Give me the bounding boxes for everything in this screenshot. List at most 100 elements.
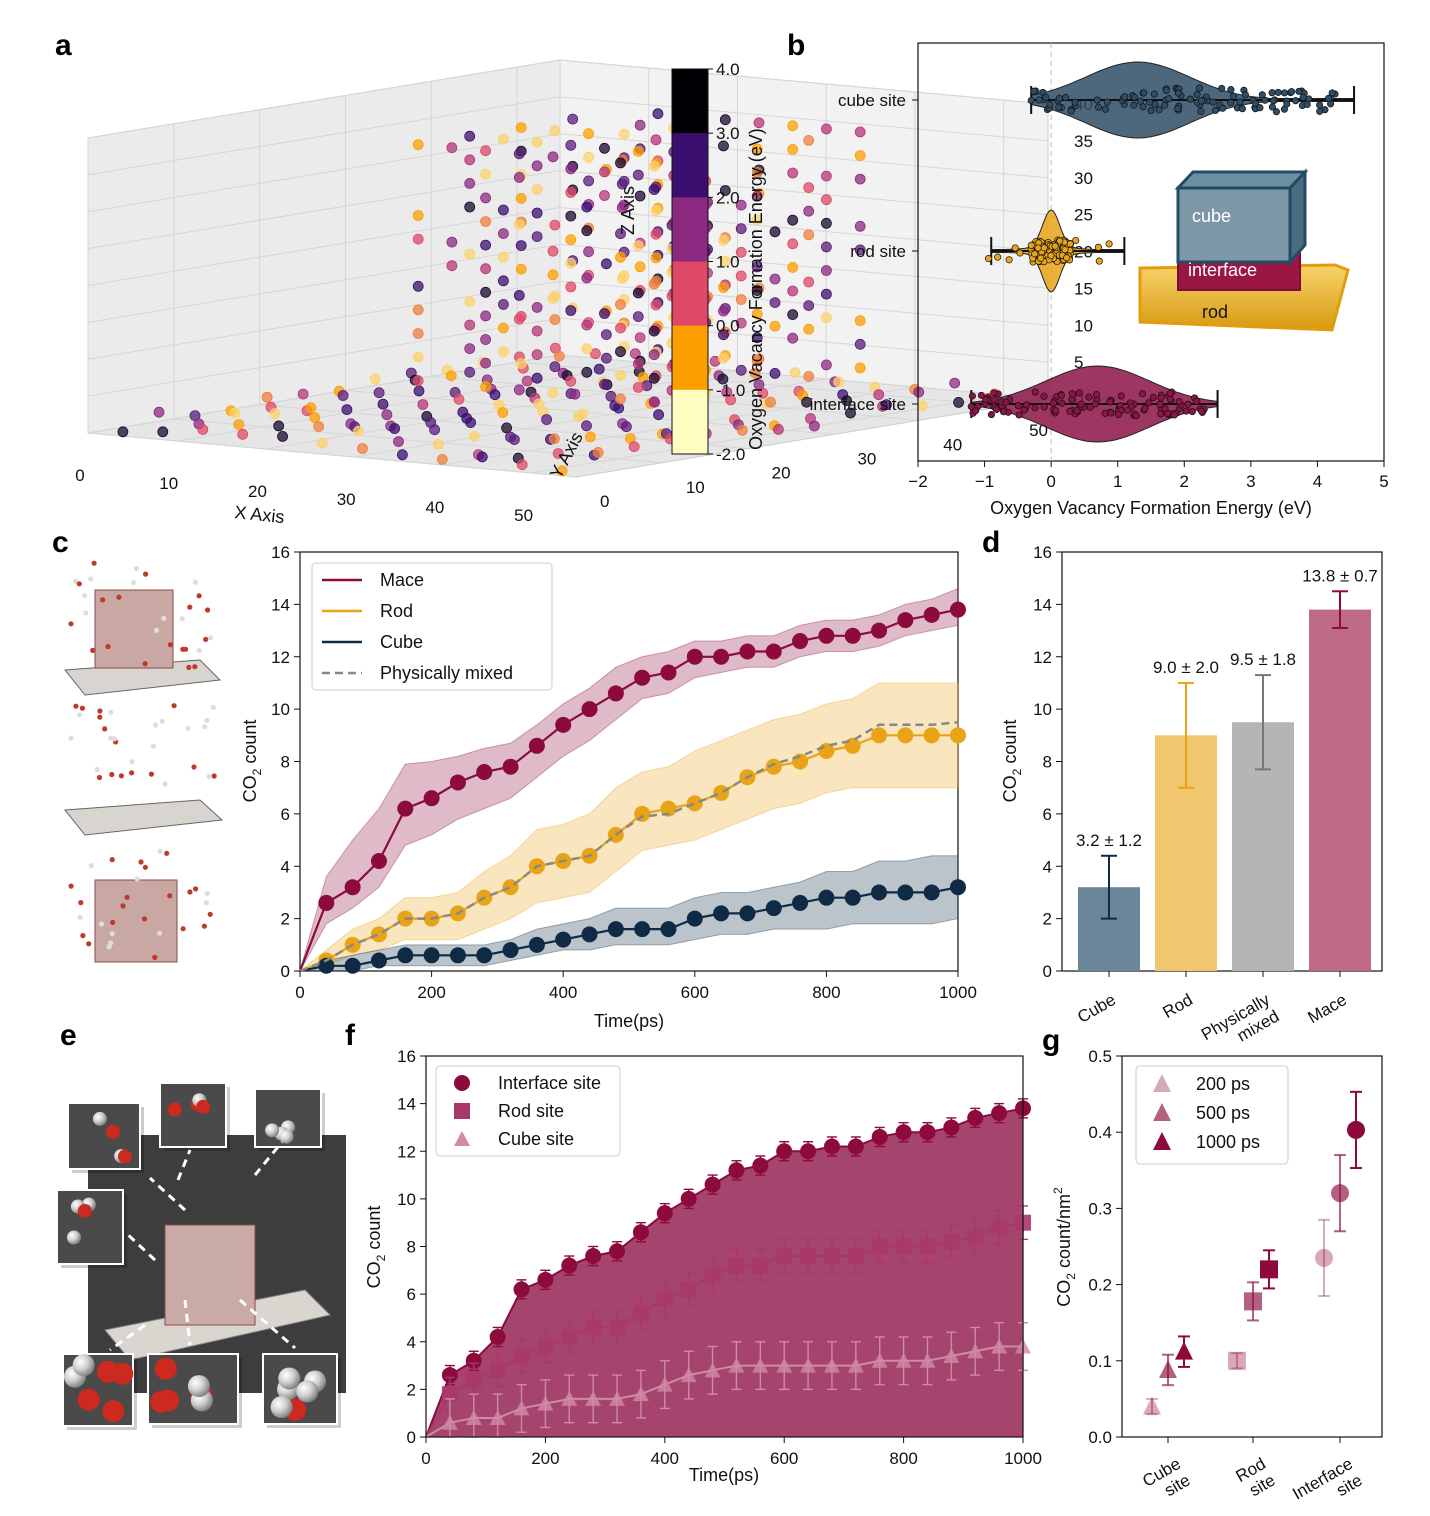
data-point	[1197, 107, 1205, 116]
y-axis-label: CO2 count	[1000, 720, 1024, 803]
inset-label-cube: cube	[1192, 206, 1231, 226]
data-point	[650, 228, 662, 240]
data-point	[751, 285, 763, 296]
data-point	[913, 386, 925, 398]
data-point	[751, 332, 763, 344]
co2-molecule	[96, 774, 103, 781]
data-point	[632, 381, 644, 393]
data-point	[117, 426, 129, 438]
data-point	[650, 299, 662, 311]
co2-molecule	[97, 708, 103, 714]
data-point	[318, 957, 335, 974]
y-tick-label: 12	[1033, 648, 1052, 667]
data-point	[1188, 408, 1196, 416]
data-point	[436, 453, 448, 465]
data-point	[1072, 236, 1080, 245]
x-tick-label: 3	[1246, 472, 1255, 491]
data-point	[871, 1352, 888, 1368]
co2-molecule	[124, 894, 130, 900]
co2-molecule	[108, 735, 114, 741]
gridline	[176, 68, 650, 442]
data-point	[704, 1362, 721, 1378]
data-point	[565, 305, 577, 316]
data-point	[1130, 93, 1139, 101]
atom	[279, 1129, 294, 1144]
x-tick-label: −1	[975, 472, 994, 491]
x-tick-label-line: Rod	[1159, 990, 1196, 1022]
zoom-inset	[56, 1189, 124, 1265]
data-point	[577, 408, 588, 420]
data-point	[237, 428, 249, 440]
data-point	[509, 434, 520, 446]
data-point	[615, 322, 626, 334]
data-point	[305, 402, 317, 414]
gridline	[430, 81, 920, 421]
data-point	[549, 361, 561, 373]
data-point	[632, 287, 644, 299]
cube-structure-image	[94, 879, 178, 963]
data-point	[1005, 256, 1013, 264]
value-label: 3.2 ± 1.2	[1076, 831, 1142, 850]
data-point	[1150, 90, 1158, 98]
data-point	[1057, 391, 1065, 400]
data-point	[469, 430, 480, 442]
data-point	[556, 465, 568, 477]
y-tick-label: 0.0	[1088, 1428, 1112, 1447]
data-point	[497, 322, 509, 334]
data-point	[581, 701, 598, 718]
data-point	[581, 420, 592, 432]
panel-label-d: d	[982, 526, 1000, 559]
data-point	[752, 1257, 769, 1274]
data-point	[609, 1390, 626, 1406]
colorbar-band	[672, 389, 708, 455]
data-point	[370, 952, 387, 969]
data-point	[847, 1248, 864, 1265]
co2-molecule	[159, 718, 165, 724]
x-tick-label: 50	[514, 506, 533, 525]
data-point	[728, 1257, 745, 1274]
data-point	[423, 790, 440, 807]
data-point	[1002, 398, 1010, 406]
data-point	[1066, 240, 1074, 248]
data-point	[581, 926, 598, 943]
data-point	[515, 240, 527, 252]
y-tick-label: 2	[407, 1380, 416, 1399]
atom	[106, 1124, 121, 1139]
data-point	[449, 774, 466, 791]
data-point	[977, 391, 985, 399]
data-point	[854, 244, 866, 256]
data-point	[632, 169, 644, 181]
co2-molecule	[185, 725, 191, 731]
data-point	[841, 395, 852, 407]
data-point	[999, 408, 1008, 416]
y-tick-label: 40	[943, 435, 962, 454]
data-point	[1056, 237, 1064, 245]
co2-molecule	[205, 607, 211, 613]
data-point	[549, 219, 561, 231]
scatter-plot-area	[1143, 1090, 1365, 1416]
y-tick-label: 6	[407, 1285, 416, 1304]
data-point	[821, 265, 832, 276]
data-point	[618, 128, 630, 140]
data-point	[464, 319, 476, 331]
colorbar-tick-label: 4.0	[716, 60, 740, 79]
data-point	[803, 370, 815, 382]
data-point	[528, 737, 545, 754]
data-point	[412, 375, 424, 387]
data-point	[713, 905, 730, 922]
data-point	[373, 387, 385, 399]
gridline	[173, 123, 662, 464]
y-axis-label: CO2 count	[364, 1206, 388, 1289]
co2-molecule	[129, 759, 135, 765]
data-point	[513, 313, 525, 325]
data-point	[871, 884, 888, 901]
data-point	[515, 358, 527, 370]
data-point	[583, 175, 594, 187]
value-label: 13.8 ± 0.7	[1302, 566, 1378, 585]
data-point	[615, 393, 626, 405]
colorbar-band	[672, 325, 708, 391]
z-axis-label: Z Axis	[618, 186, 638, 235]
data-point	[821, 241, 832, 253]
data-point	[634, 805, 651, 822]
